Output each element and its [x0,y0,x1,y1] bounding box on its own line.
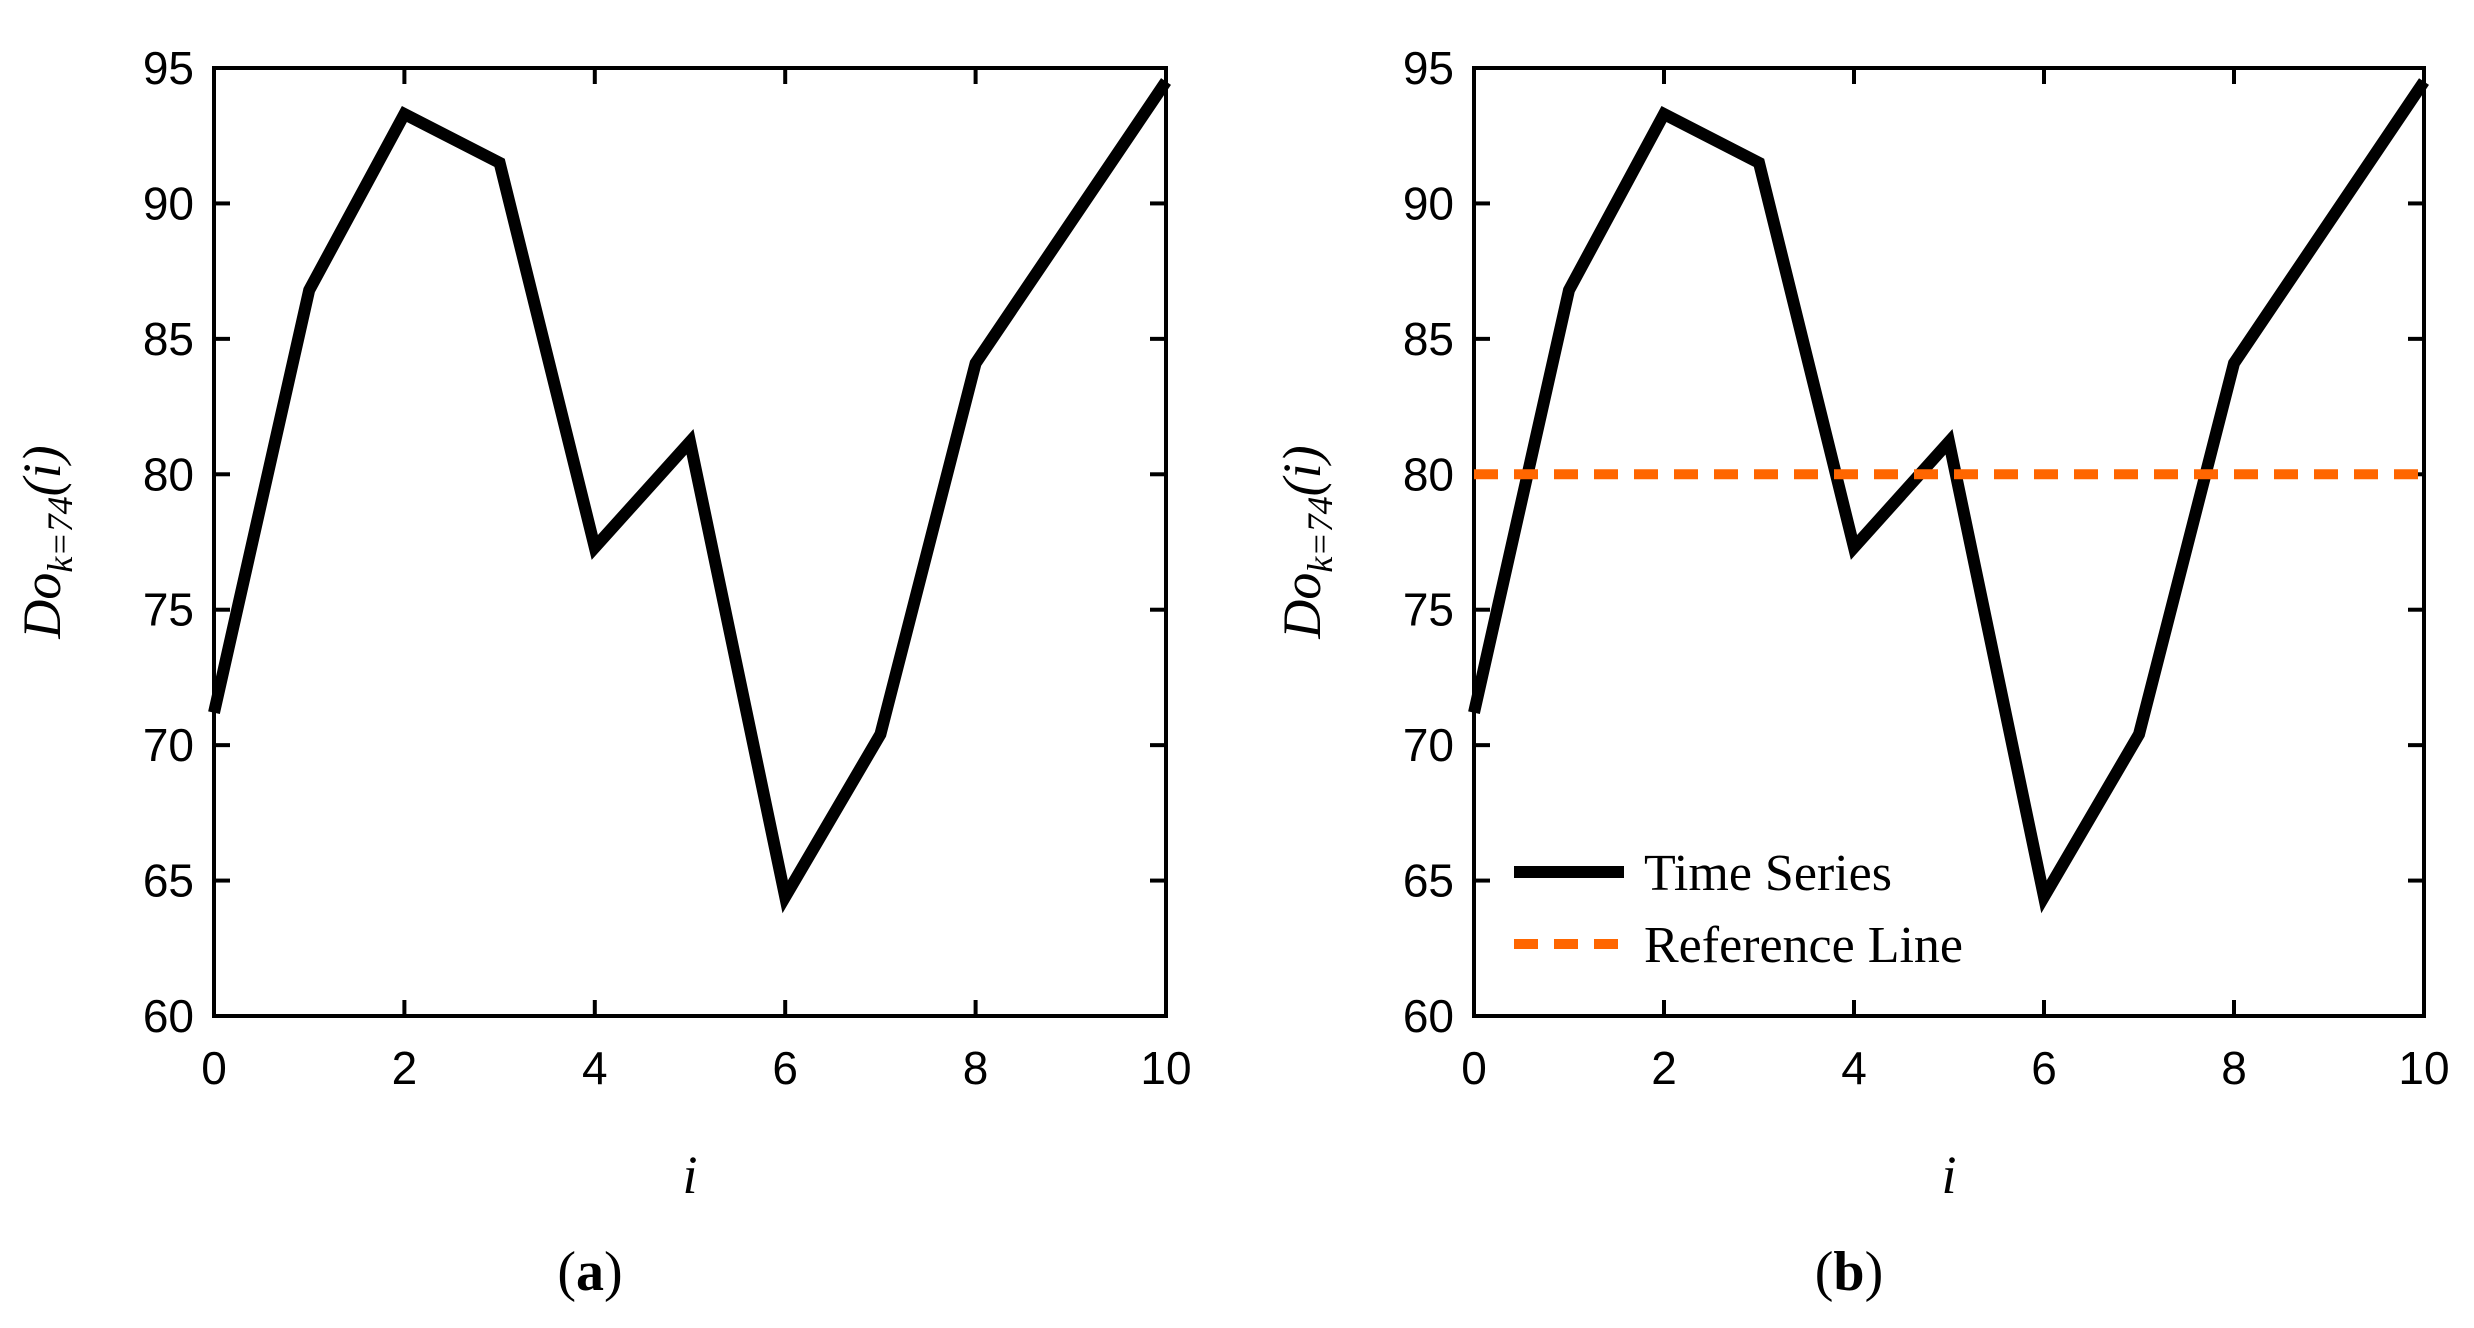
data-point [1663,113,1665,115]
legend: Time Series Reference Line [1514,845,1963,974]
y-axis-label-subscript: k=74 [40,496,80,572]
x-tick-label: 6 [772,1042,798,1094]
data-point [308,289,310,291]
x-axis-label: i [1941,1145,1956,1205]
chart-panel-a: 60 65 70 75 80 85 90 95 0 2 4 6 8 10 i Dok=74(i) (a) [12,42,1192,1303]
y-axis-label-base: Do [1272,573,1332,640]
x-tick-label: 8 [963,1042,989,1094]
x-tick-label: 0 [201,1042,227,1094]
x-axis-label: i [682,1145,697,1205]
y-tick-label: 90 [143,177,194,229]
data-point [975,362,977,364]
plot-frame [212,66,1168,1018]
legend-label: Time Series [1644,845,1892,902]
y-tick-label: 65 [143,855,194,907]
y-tick-label: 85 [1403,313,1454,365]
y-tick-label: 70 [143,719,194,771]
data-point [2328,221,2330,223]
panel-label: (a) [557,1241,622,1303]
y-tick-label: 80 [1403,448,1454,500]
y-axis-label-suffix: (i) [12,445,72,496]
x-tick-label: 8 [2221,1042,2247,1094]
data-point [1473,712,1475,714]
data-point [2043,896,2045,898]
data-point [594,546,596,548]
x-tick-label: 10 [1140,1042,1191,1094]
y-tick-label: 70 [1403,719,1454,771]
x-tick-label: 2 [392,1042,418,1094]
x-tick-label: 2 [1651,1042,1677,1094]
y-axis-label-suffix: (i) [1272,445,1332,496]
data-point [403,113,405,115]
y-tick-label: 60 [1403,990,1454,1042]
data-point [1070,221,1072,223]
y-axis-label-subscript: k=74 [1300,496,1340,572]
x-tick-label: 4 [582,1042,608,1094]
plot-frame [1472,66,2426,1018]
data-point [213,712,215,714]
y-axis-label: Dok=74(i) [12,445,80,639]
y-tick-label: 65 [1403,855,1454,907]
y-tick-label: 90 [1403,177,1454,229]
data-point [1568,289,1570,291]
y-tick-label: 80 [143,448,194,500]
series-line-time-series [1468,78,2429,914]
y-axis-label-base: Do [12,573,72,640]
data-point [1758,162,1760,164]
chart-panel-b: 60 65 70 75 80 85 90 95 0 2 4 6 8 10 i Dok=74(i) Time Se… [1272,42,2450,1303]
x-tick-label: 6 [2031,1042,2057,1094]
y-tick-label: 95 [1403,42,1454,94]
panel-letter: b [1833,1241,1864,1303]
x-tick-label: 0 [1461,1042,1487,1094]
y-tick-label: 60 [143,990,194,1042]
series-line-time-series [208,78,1171,914]
data-point [1165,81,1167,83]
y-axis-label: Dok=74(i) [1272,445,1340,639]
legend-label: Reference Line [1644,917,1963,974]
y-tick-label: 75 [1403,584,1454,636]
data-point [689,441,691,443]
data-point [1948,441,1950,443]
panel-letter: a [576,1241,604,1303]
x-tick-label: 4 [1841,1042,1867,1094]
data-point [879,733,881,735]
data-point [2233,362,2235,364]
y-tick-label: 75 [143,584,194,636]
x-tick-label: 10 [2398,1042,2449,1094]
data-point [2138,733,2140,735]
data-point [499,162,501,164]
y-tick-label: 85 [143,313,194,365]
data-point [2423,81,2425,83]
data-point [1853,546,1855,548]
y-tick-label: 95 [143,42,194,94]
panel-label: (b) [1815,1241,1883,1303]
data-point [784,896,786,898]
